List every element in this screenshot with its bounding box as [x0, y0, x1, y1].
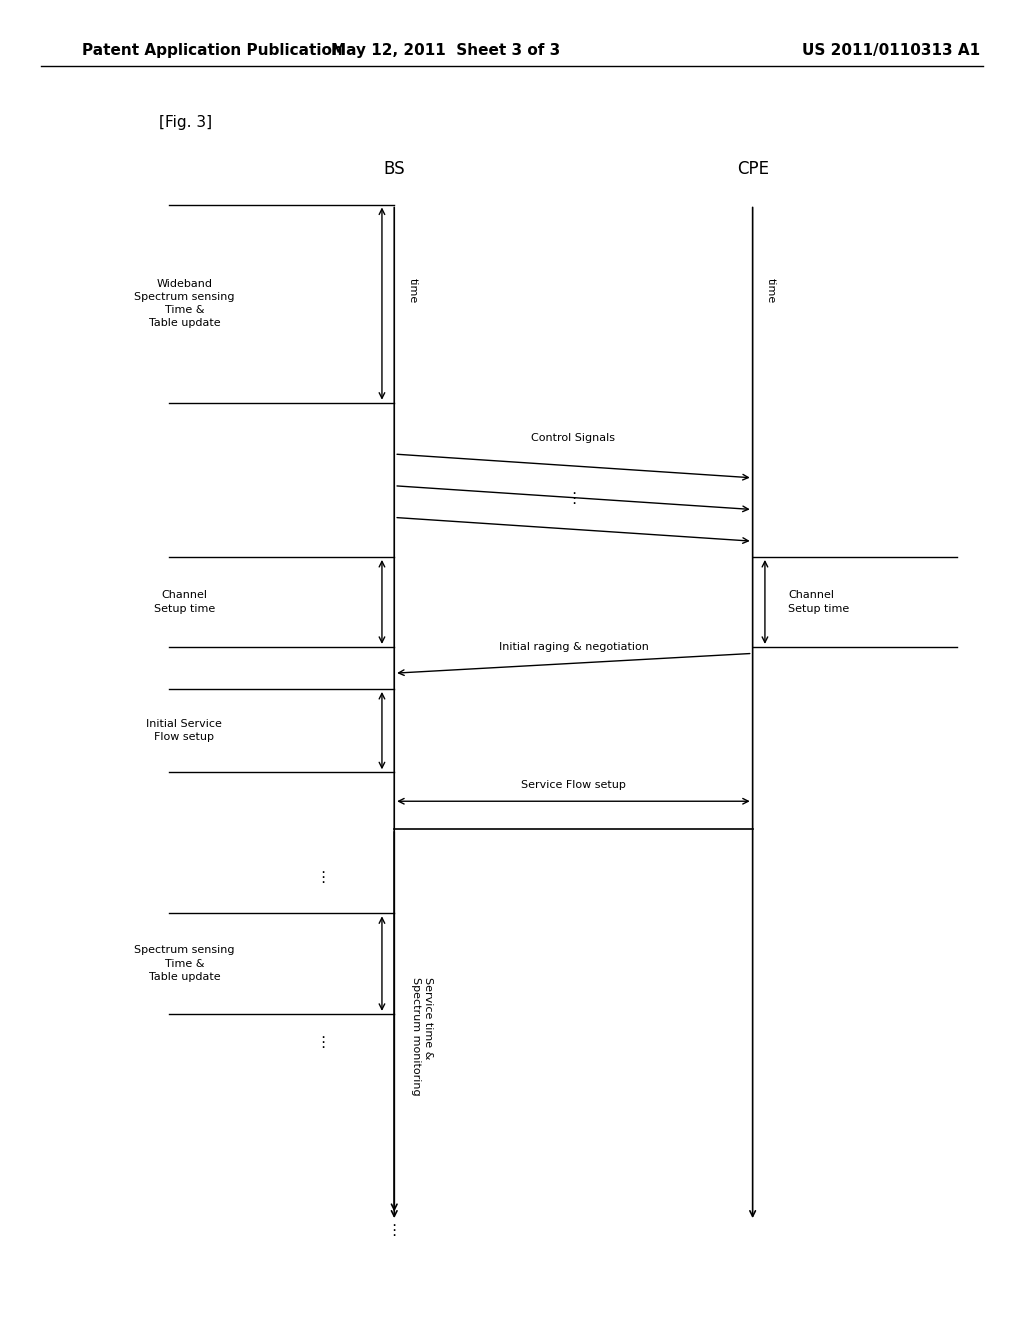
Text: Control Signals: Control Signals [531, 433, 615, 444]
Text: time: time [766, 277, 776, 304]
Text: Patent Application Publication: Patent Application Publication [82, 42, 343, 58]
Text: [Fig. 3]: [Fig. 3] [159, 115, 212, 131]
Text: ⋮: ⋮ [315, 870, 330, 886]
Text: time: time [408, 277, 418, 304]
Text: US 2011/0110313 A1: US 2011/0110313 A1 [802, 42, 980, 58]
Text: ⋮: ⋮ [566, 491, 581, 507]
Text: Initial raging & negotiation: Initial raging & negotiation [499, 643, 648, 652]
Text: May 12, 2011  Sheet 3 of 3: May 12, 2011 Sheet 3 of 3 [331, 42, 560, 58]
Text: Service time &
Spectrum monitoring: Service time & Spectrum monitoring [411, 977, 433, 1096]
Text: Spectrum sensing
Time &
Table update: Spectrum sensing Time & Table update [134, 945, 234, 982]
Text: Wideband
Spectrum sensing
Time &
Table update: Wideband Spectrum sensing Time & Table u… [134, 279, 234, 329]
Text: Initial Service
Flow setup: Initial Service Flow setup [146, 719, 222, 742]
Text: BS: BS [383, 160, 406, 178]
Text: ⋮: ⋮ [315, 1035, 330, 1051]
Text: CPE: CPE [736, 160, 769, 178]
Text: Channel
Setup time: Channel Setup time [788, 590, 850, 614]
Text: ⋮: ⋮ [387, 1222, 401, 1238]
Text: Channel
Setup time: Channel Setup time [154, 590, 215, 614]
Text: Service Flow setup: Service Flow setup [521, 780, 626, 791]
